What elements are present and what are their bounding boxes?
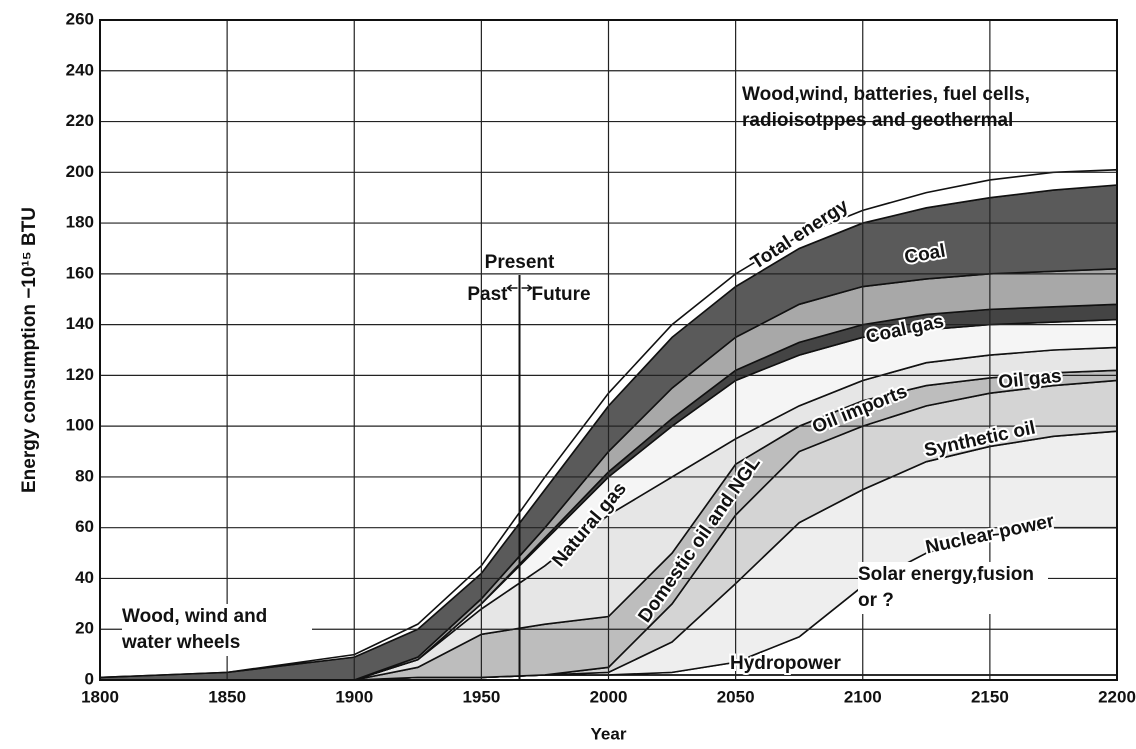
y-tick-label: 180 — [66, 213, 94, 232]
series-label: Wood,wind, batteries, fuel cells, radioi… — [742, 84, 1030, 131]
y-tick-label: 220 — [66, 111, 94, 130]
y-tick-label: 80 — [75, 466, 94, 485]
y-tick-label: 40 — [75, 568, 94, 587]
x-tick-label: 2000 — [590, 687, 628, 706]
annotation: Past — [467, 284, 508, 305]
y-tick-label: 0 — [85, 669, 94, 688]
annotation: Present — [485, 252, 555, 273]
annotation: Future — [532, 284, 591, 305]
series-label: Oil gas — [997, 366, 1062, 394]
x-tick-label: 1800 — [81, 687, 119, 706]
series-label: Solar energy,fusion or ? — [858, 562, 1048, 614]
y-tick-label: 240 — [66, 60, 94, 79]
y-tick-label: 200 — [66, 162, 94, 181]
x-tick-label: 1900 — [335, 687, 373, 706]
x-tick-label: 2100 — [844, 687, 882, 706]
y-tick-label: 60 — [75, 517, 94, 536]
y-tick-label: 120 — [66, 365, 94, 384]
x-axis-label: Year — [591, 724, 627, 743]
arrow — [506, 284, 533, 292]
x-tick-label: 1950 — [462, 687, 500, 706]
x-tick-label: 1850 — [208, 687, 246, 706]
x-tick-label: 2150 — [971, 687, 1009, 706]
y-tick-label: 160 — [66, 263, 94, 282]
annotation: Wood, wind and water wheels — [122, 604, 312, 656]
series-label: Hydropower — [730, 653, 841, 674]
plot-frame — [99, 19, 1118, 681]
x-tick-label: 2200 — [1098, 687, 1136, 706]
x-tick-label: 2050 — [717, 687, 755, 706]
y-tick-label: 140 — [66, 314, 94, 333]
y-tick-label: 260 — [66, 9, 94, 28]
y-tick-label: 20 — [75, 619, 94, 638]
y-tick-label: 100 — [66, 416, 94, 435]
y-axis-label: Energy consumption −10¹⁵ BTU — [19, 207, 40, 493]
